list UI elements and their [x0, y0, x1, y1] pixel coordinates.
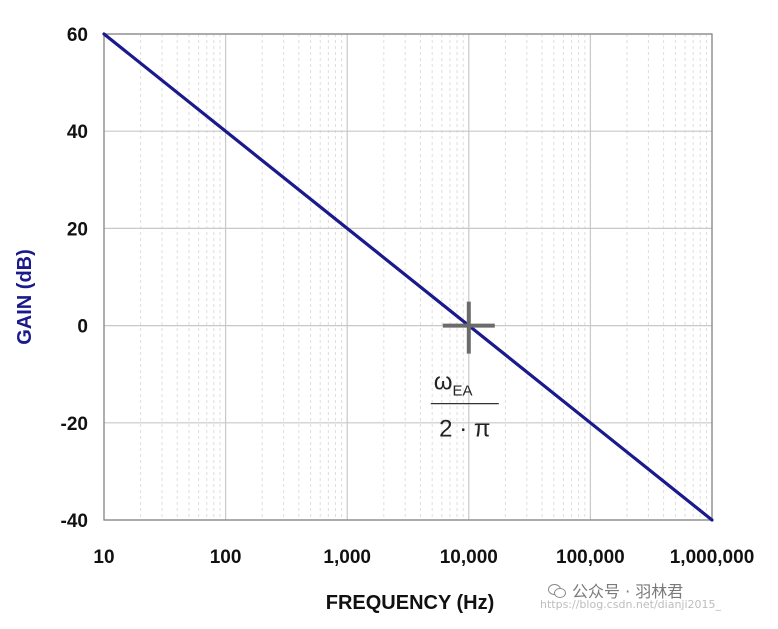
y-tick-label: 20	[67, 219, 88, 240]
plot-frame	[103, 33, 713, 521]
series-line	[102, 32, 714, 522]
y-tick-label: 40	[67, 122, 88, 143]
y-tick-label: 0	[77, 317, 88, 338]
series-layer	[102, 32, 714, 522]
annotation-omega: ω	[434, 369, 453, 396]
annotation-layer: ωEA 2 · π	[430, 301, 499, 443]
y-tick-label: -20	[61, 414, 88, 435]
x-axis-title: FREQUENCY (Hz)	[326, 592, 495, 614]
x-tick-label: 10	[93, 547, 114, 568]
wechat-icon	[548, 584, 566, 598]
watermark-url: https://blog.csdn.net/dianji2015_	[540, 598, 722, 611]
x-tick-label: 1,000	[323, 547, 371, 568]
watermark-account-text: 公众号 · 羽林君	[572, 582, 684, 601]
y-axis-title: GAIN (dB)	[14, 249, 36, 345]
watermark-account: 公众号 · 羽林君	[548, 578, 683, 602]
x-tick-label: 100	[210, 547, 242, 568]
y-tick-label: -40	[61, 511, 88, 532]
x-tick-labels: 10 100 1,000 10,000 100,000 1,000,000	[93, 547, 754, 568]
x-tick-label: 100,000	[556, 547, 625, 568]
annotation-numerator: ωEA	[434, 369, 473, 400]
annotation-subscript: EA	[453, 383, 473, 400]
minor-gridlines	[140, 34, 707, 520]
annotation-denominator: 2 · π	[439, 416, 490, 443]
y-tick-labels: 60 40 20 0 -20 -40	[61, 25, 88, 532]
x-tick-label: 1,000,000	[670, 547, 755, 568]
y-tick-label: 60	[67, 25, 88, 46]
x-tick-label: 10,000	[440, 547, 498, 568]
